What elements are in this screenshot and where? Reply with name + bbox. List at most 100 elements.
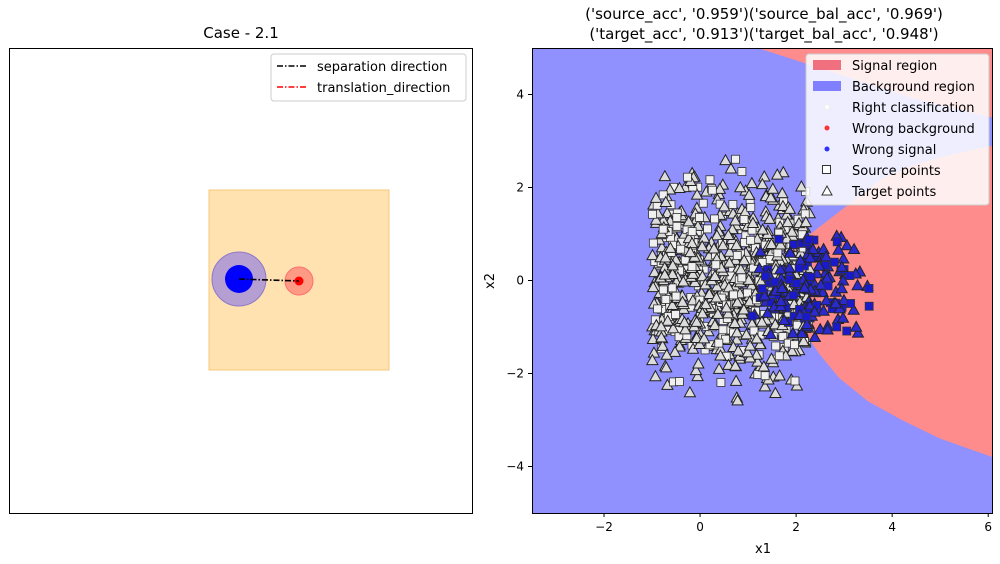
source-point [687,262,697,272]
source-point [672,213,682,222]
target-point [724,162,738,174]
target-point [776,199,790,212]
target-point [836,311,850,323]
target-point [690,315,704,327]
target-point [649,369,662,382]
target-point [697,231,711,243]
target-point [757,170,771,182]
source-point [729,290,738,300]
target-point [750,348,763,360]
target-point [785,344,799,356]
source-point [790,340,799,350]
source-point [770,277,780,287]
source-point [794,263,804,273]
y-tick-label: 0 [516,274,524,288]
source-point [829,257,839,267]
target-point [847,242,861,255]
left-panel: Case - 2.1 separation direction translat… [9,24,473,514]
target-point [673,340,686,352]
source-point [695,213,704,222]
target-point [840,238,854,251]
target-point [782,261,796,273]
target-point [721,306,735,319]
source-point [774,351,784,361]
target-point [712,362,726,374]
x-tick-label: 0 [696,520,704,534]
target-point [806,242,820,255]
target-point [708,269,722,281]
target-point [737,253,751,266]
source-point [789,240,798,250]
target-point [829,296,843,309]
target-point [755,177,769,190]
target-point [763,212,776,224]
target-point [695,239,709,252]
target-point [730,238,743,251]
signal-region [757,48,993,458]
target-point [690,331,703,344]
target-point [803,251,817,263]
target-point [655,330,668,343]
target-point [668,345,682,357]
target-point [723,256,736,268]
target-point [728,214,742,226]
target-point [783,202,797,214]
right-legend: Signal region Background region Right cl… [805,53,990,206]
legend-wrong-signal-label: Wrong signal [852,143,936,158]
target-point [678,315,691,328]
target-point [740,327,753,340]
source-point [716,378,726,387]
target-point [781,215,795,228]
target-point [713,182,727,194]
target-point [659,360,673,373]
left-title: Case - 2.1 [203,24,279,42]
source-point [864,284,874,293]
target-point [832,243,845,255]
source-point [658,224,668,234]
target-point [661,314,675,326]
source-point [832,322,842,332]
source-point [832,237,842,247]
source-point [746,235,756,245]
target-point [689,363,703,376]
source-point [661,295,671,304]
source-point [760,371,770,381]
target-point [800,317,814,330]
target-point [710,228,724,241]
legend-background-patch [813,81,841,91]
target-point [799,215,813,228]
target-point [714,349,727,361]
target-point [666,258,680,271]
target-point [659,195,673,208]
target-point [737,303,751,315]
target-point [758,289,771,301]
target-point [835,260,849,272]
target-point [693,337,706,349]
source-point [790,376,800,386]
source-point [707,185,717,195]
source-point [700,345,710,355]
source-point [823,281,833,291]
target-point [812,259,826,271]
source-point [739,215,749,224]
target-point [741,345,754,358]
source-point [674,377,684,386]
legend-signal-label: Signal region [852,59,937,74]
x-axis-label: x1 [755,542,771,557]
source-point [804,235,814,245]
target-point [710,291,723,303]
source-point [714,338,724,348]
legend-right-dot [824,104,830,110]
source-point [774,234,784,244]
target-point [678,322,692,335]
source-point [671,291,681,301]
target-point [685,236,699,249]
target-point [691,369,704,382]
source-point [842,326,852,336]
target-point [684,245,697,258]
target-point [765,352,778,364]
target-point [821,323,834,335]
x-tick-label: −2 [595,520,613,534]
target-point [676,295,689,307]
target-point [702,287,716,299]
